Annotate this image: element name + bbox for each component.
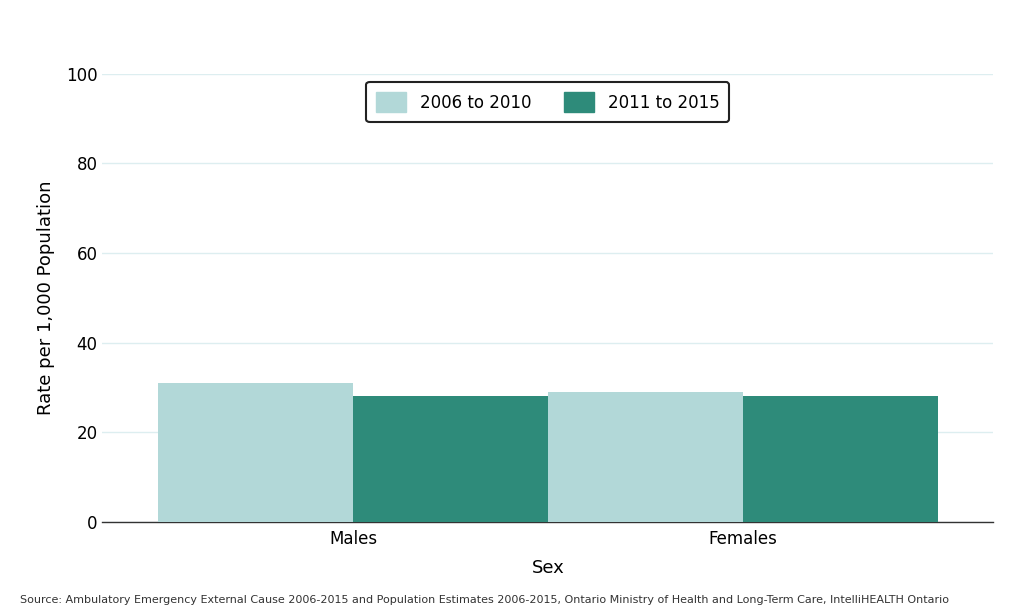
Bar: [158, 383, 353, 522]
Legend: 2006 to 2010, 2011 to 2015: 2006 to 2010, 2011 to 2015: [367, 82, 729, 122]
Bar: [548, 392, 742, 522]
Bar: [742, 397, 938, 522]
Bar: [353, 397, 548, 522]
X-axis label: Sex: Sex: [531, 559, 564, 577]
Text: Source: Ambulatory Emergency External Cause 2006-2015 and Population Estimates 2: Source: Ambulatory Emergency External Ca…: [20, 595, 949, 605]
Y-axis label: Rate per 1,000 Population: Rate per 1,000 Population: [37, 181, 55, 415]
